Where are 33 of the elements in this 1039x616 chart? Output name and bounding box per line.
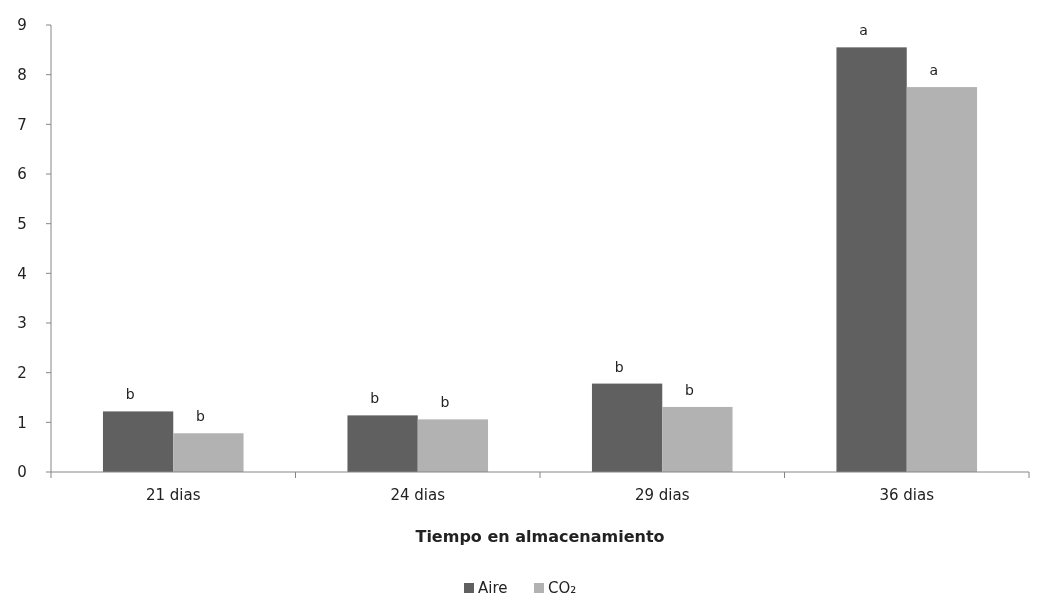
bar [836,47,907,472]
legend-label: Aire [478,579,508,598]
x-tick-label: 21 dias [145,486,201,504]
y-tick-label: 4 [17,264,27,283]
bar [906,87,978,472]
annotation: b [440,394,450,411]
bar [102,411,174,472]
x-axis-title: Tiempo en almacenamiento [415,527,665,546]
bar [662,406,733,472]
y-tick-label: 1 [17,413,27,432]
x-tick-label: 36 dias [879,486,935,504]
annotation: b [195,408,205,425]
y-tick-label: 5 [17,214,27,233]
annotation: a [859,22,868,39]
bar [417,419,489,472]
bar [347,415,418,472]
annotation: b [370,390,380,407]
annotation: b [684,381,694,398]
annotation: b [125,386,135,403]
bar [173,433,244,472]
y-tick-label: 8 [17,65,27,84]
x-tick-label: 24 dias [390,486,446,504]
bar [591,383,663,472]
annotation: b [614,358,624,375]
y-tick-label: 2 [17,363,27,382]
x-tick-label: 29 dias [634,486,690,504]
y-tick-label: 9 [17,16,27,35]
y-tick-label: 0 [17,463,27,482]
legend-label: CO₂ [548,579,577,598]
y-tick-label: 7 [17,115,27,134]
y-tick-label: 3 [17,314,27,333]
annotation: a [929,62,939,79]
y-tick-label: 6 [17,165,27,184]
